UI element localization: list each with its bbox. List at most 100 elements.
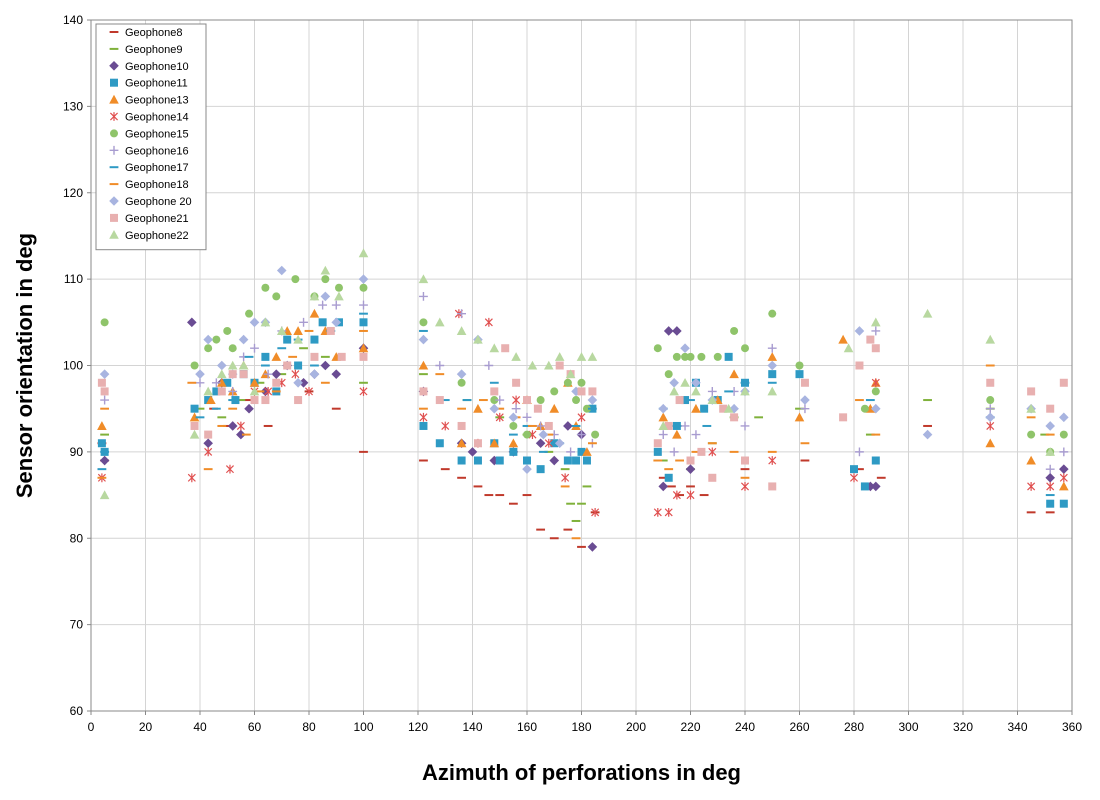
data-point	[508, 412, 519, 423]
data-point	[187, 317, 197, 328]
data-point	[986, 421, 995, 431]
series-geophone15	[100, 275, 1068, 456]
legend-marker	[109, 196, 119, 206]
data-point	[419, 387, 428, 396]
data-point	[686, 490, 695, 500]
data-point	[723, 403, 734, 413]
legend-item: Geophone16	[109, 145, 189, 157]
data-point	[672, 326, 682, 336]
y-tick-label: 110	[64, 272, 83, 286]
data-point	[495, 456, 504, 465]
data-point	[922, 308, 933, 318]
data-point	[1046, 482, 1055, 491]
data-point	[554, 438, 565, 449]
data-point	[457, 456, 466, 465]
data-point	[435, 317, 445, 327]
data-points	[97, 248, 1069, 552]
data-point	[566, 447, 575, 457]
data-point	[320, 291, 331, 302]
data-point	[509, 447, 518, 456]
data-point	[261, 283, 270, 292]
data-point	[212, 335, 221, 344]
legend-marker	[109, 145, 119, 155]
data-point	[223, 378, 232, 387]
data-point	[419, 412, 428, 422]
data-point	[249, 317, 260, 328]
legend-marker	[110, 78, 118, 87]
data-point	[767, 343, 777, 353]
data-point	[189, 429, 200, 439]
data-point	[318, 300, 328, 310]
data-point	[697, 447, 706, 456]
data-point	[707, 387, 717, 396]
data-point	[653, 447, 662, 456]
data-point	[271, 352, 282, 361]
y-tick-label: 70	[70, 618, 84, 632]
data-point	[435, 361, 445, 370]
data-point	[653, 507, 662, 517]
data-point	[533, 404, 542, 413]
data-point	[922, 429, 933, 440]
data-point	[691, 386, 701, 396]
legend-item: Geophone14	[109, 112, 189, 124]
data-point	[550, 387, 559, 396]
data-point	[358, 274, 369, 284]
data-point	[672, 490, 681, 500]
y-tick-label: 130	[63, 99, 83, 113]
data-point	[228, 387, 238, 396]
data-point	[294, 396, 303, 405]
legend-label: Geophone9	[125, 44, 183, 56]
data-point	[204, 430, 213, 439]
data-point	[99, 490, 110, 500]
data-point	[228, 370, 237, 379]
data-point	[190, 404, 199, 413]
data-point	[359, 283, 368, 292]
data-point	[572, 396, 581, 405]
data-point	[800, 378, 809, 387]
data-point	[334, 291, 344, 301]
data-point	[321, 275, 330, 284]
data-point	[204, 344, 213, 353]
legend: Geophone8 Geophone9 Geophone10 Geophone11 Ge…	[95, 23, 207, 251]
data-point	[484, 361, 494, 370]
y-tick-label: 60	[70, 704, 84, 718]
legend-marker	[109, 112, 119, 121]
data-point	[1059, 412, 1069, 423]
data-point	[697, 352, 706, 361]
data-point	[686, 352, 695, 361]
data-point	[309, 308, 320, 318]
data-point	[523, 456, 531, 465]
x-tick-label: 220	[680, 720, 700, 734]
data-point	[456, 326, 467, 335]
data-point	[299, 317, 308, 327]
data-point	[680, 421, 690, 431]
data-point	[250, 396, 259, 405]
data-point	[866, 335, 875, 344]
data-point	[212, 387, 221, 396]
series-geophone17	[97, 312, 1055, 497]
y-axis-ticks: 60 70 80 90 100 110 120 130 140	[63, 13, 91, 718]
y-tick-label: 90	[70, 445, 84, 459]
data-point	[261, 396, 270, 405]
x-tick-label: 240	[735, 720, 755, 734]
data-point	[489, 403, 500, 414]
data-point	[249, 386, 260, 396]
data-point	[691, 403, 701, 413]
data-point	[871, 326, 881, 336]
data-point	[293, 326, 303, 335]
data-point	[457, 378, 466, 387]
data-point	[238, 334, 249, 345]
y-tick-label: 120	[63, 186, 83, 200]
data-point	[276, 326, 287, 335]
data-point	[577, 412, 586, 422]
data-point	[582, 447, 592, 456]
x-tick-label: 60	[248, 720, 262, 734]
data-point	[261, 352, 270, 361]
data-point	[501, 344, 510, 353]
legend-item: Geophone18	[109, 179, 189, 191]
x-tick-label: 80	[302, 720, 316, 734]
data-point	[473, 456, 482, 465]
x-tick-label: 300	[898, 720, 918, 734]
data-point	[1046, 499, 1055, 508]
data-point	[555, 361, 564, 370]
